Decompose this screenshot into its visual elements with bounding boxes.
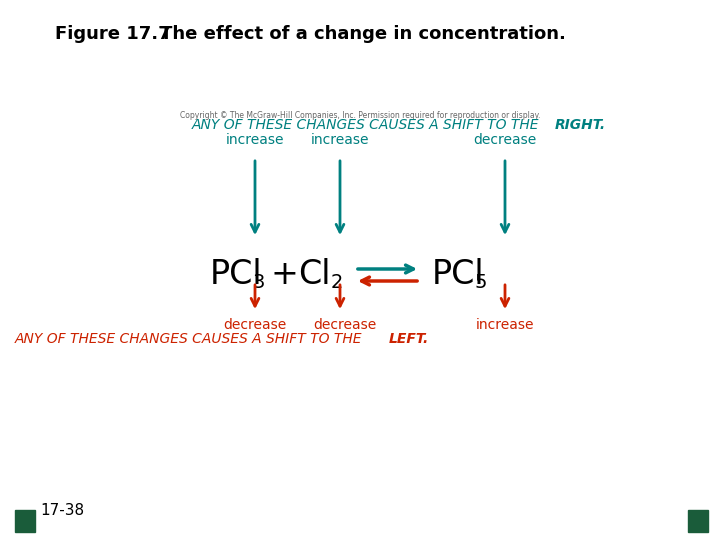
Text: decrease: decrease: [473, 133, 536, 147]
Text: 5: 5: [474, 273, 487, 293]
Text: ANY OF THESE CHANGES CAUSES A SHIFT TO THE: ANY OF THESE CHANGES CAUSES A SHIFT TO T…: [15, 332, 367, 346]
Text: ANY OF THESE CHANGES CAUSES A SHIFT TO THE: ANY OF THESE CHANGES CAUSES A SHIFT TO T…: [192, 118, 544, 132]
Bar: [15, 510, 35, 532]
Text: increase: increase: [226, 133, 284, 147]
Text: 2: 2: [331, 273, 343, 293]
Text: Copyright © The McGraw-Hill Companies, Inc. Permission required for reproduction: Copyright © The McGraw-Hill Companies, I…: [180, 111, 540, 120]
Text: PCl: PCl: [432, 259, 485, 292]
Text: Cl: Cl: [298, 259, 330, 292]
Bar: [688, 510, 708, 532]
Text: Figure 17.7: Figure 17.7: [55, 25, 171, 43]
Text: decrease: decrease: [313, 318, 377, 332]
Text: decrease: decrease: [223, 318, 287, 332]
Text: 3: 3: [252, 273, 264, 293]
Text: RIGHT.: RIGHT.: [555, 118, 606, 132]
Text: PCl: PCl: [210, 259, 263, 292]
Text: increase: increase: [476, 318, 534, 332]
Text: The effect of a change in concentration.: The effect of a change in concentration.: [160, 25, 566, 43]
Text: 17-38: 17-38: [40, 503, 84, 518]
Text: +: +: [270, 259, 298, 292]
Text: LEFT.: LEFT.: [389, 332, 429, 346]
Text: increase: increase: [311, 133, 369, 147]
